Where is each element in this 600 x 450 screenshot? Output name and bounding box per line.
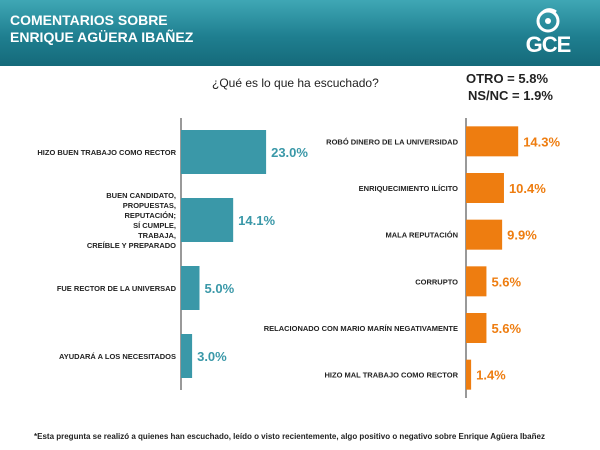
nsnc-value: NS/NC = 1.9%	[468, 88, 553, 103]
positive-category-label: AYUDARÁ A LOS NECESITADOS	[59, 352, 176, 361]
positive-bar	[181, 130, 267, 174]
positive-category-label: FUE RECTOR DE LA UNIVERSAD	[57, 284, 177, 293]
negative-value-label: 14.3%	[523, 134, 560, 149]
otro-value: OTRO = 5.8%	[466, 71, 548, 86]
negative-value-label: 9.9%	[507, 228, 537, 243]
positive-bar	[181, 266, 200, 310]
positive-category-label: CREÍBLE Y PREPARADO	[87, 241, 176, 250]
logo-emblem-icon	[536, 8, 560, 33]
negative-value-label: 5.6%	[491, 321, 521, 336]
negative-bar	[466, 219, 503, 250]
negative-bar	[466, 266, 487, 297]
title-line-2: ENRIQUE AGÜERA IBAÑEZ	[10, 29, 194, 45]
negative-category-label: MALA REPUTACIÓN	[386, 231, 459, 240]
positive-category-label: PROPUESTAS,	[123, 201, 176, 210]
positive-value-label: 5.0%	[205, 281, 235, 296]
positive-bar	[181, 198, 234, 242]
negative-bar	[466, 126, 519, 157]
gce-logo: GCE	[512, 8, 584, 60]
negative-category-label: CORRUPTO	[415, 277, 458, 286]
negative-category-label: ENRIQUECIMIENTO ILÍCITO	[359, 184, 458, 193]
negative-category-label: ROBÓ DINERO DE LA UNIVERSIDAD	[326, 137, 458, 146]
negative-category-label: RELACIONADO CON MARIO MARÍN NEGATIVAMENT…	[264, 324, 458, 333]
positive-category-label: TRABAJA,	[138, 231, 176, 240]
negative-bar	[466, 359, 472, 390]
extra-values: OTRO = 5.8% NS/NC = 1.9%	[466, 70, 586, 104]
positive-category-label: SÍ CUMPLE,	[133, 221, 176, 230]
positive-category-label: HIZO BUEN TRABAJO COMO RECTOR	[37, 148, 176, 157]
page-title: COMENTARIOS SOBRE ENRIQUE AGÜERA IBAÑEZ	[10, 12, 310, 46]
negative-value-label: 5.6%	[491, 274, 521, 289]
positive-value-label: 14.1%	[238, 213, 275, 228]
negative-bar	[466, 173, 504, 203]
negative-bar	[466, 313, 487, 343]
question-text: ¿Qué es lo que ha escuchado?	[212, 76, 379, 90]
positive-category-label: BUEN CANDIDATO,	[106, 191, 176, 200]
negative-category-label: HIZO MAL TRABAJO COMO RECTOR	[325, 371, 459, 380]
footnote: *Esta pregunta se realizó a quienes han …	[34, 432, 545, 441]
positive-value-label: 3.0%	[197, 349, 227, 364]
negative-value-label: 1.4%	[476, 368, 506, 383]
title-line-1: COMENTARIOS SOBRE	[10, 12, 168, 28]
positive-bar	[181, 334, 193, 378]
positive-category-label: REPUTACIÓN;	[124, 211, 176, 220]
positive-value-label: 23.0%	[271, 145, 308, 160]
logo-text: GCE	[525, 32, 572, 57]
header-banner: COMENTARIOS SOBRE ENRIQUE AGÜERA IBAÑEZ …	[0, 0, 600, 66]
negative-value-label: 10.4%	[509, 181, 546, 196]
